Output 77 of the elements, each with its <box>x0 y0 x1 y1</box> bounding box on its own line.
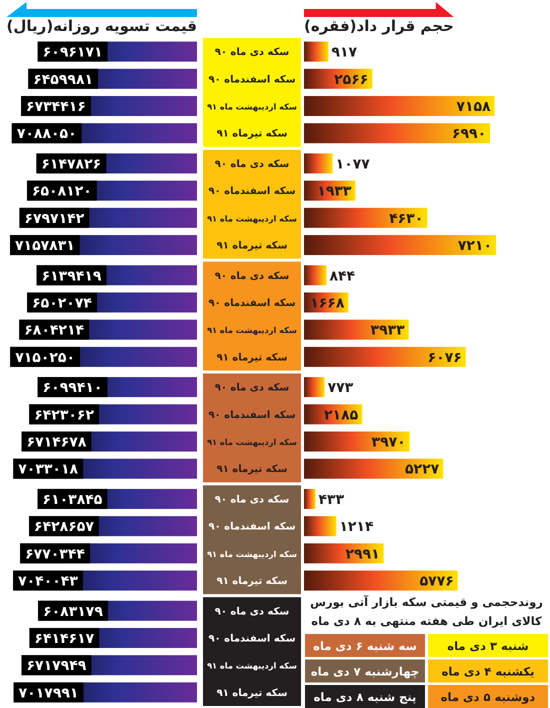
data-label: ۶۴۵۹۹۸۱ <box>33 72 94 88</box>
data-label: ۷۰۴۰۰۴۳ <box>18 574 78 590</box>
data-label: ۶۱۳۹۴۱۹ <box>42 268 102 284</box>
data-label: ۱۲۱۴ <box>339 519 374 536</box>
data-label: ۶۴۲۸۶۵۷ <box>34 519 94 536</box>
y-tick-label: سکه دی ماه ۹۰ <box>214 270 290 282</box>
y-tick-label: سکه تیرماه ۹۱ <box>216 576 288 588</box>
data-label: ۷۱۵۸ <box>456 99 492 116</box>
data-label: ۲۵۶۶ <box>334 72 368 88</box>
y-tick-label: سکه اسفندماه ۹۰ <box>208 298 296 309</box>
data-label: ۶۵۰۲۰۷۴ <box>32 295 92 312</box>
data-label: ۶۷۹۷۱۴۲ <box>24 210 85 227</box>
y-tick-label: سکه اسفندماه ۹۰ <box>208 522 296 533</box>
data-label: ۶۰۹۹۴۱۰ <box>42 380 102 396</box>
data-label: ۷۰۱۷۹۹۱ <box>18 685 78 702</box>
data-label: ۶۰۸۳۱۷۹ <box>43 604 104 620</box>
data-label: ۱۹۳۳ <box>317 184 352 200</box>
data-label: ۶۰۷۶ <box>428 350 462 366</box>
data-label: ۱۰۷۷ <box>336 156 370 172</box>
data-label: ۶۱۴۷۸۲۶ <box>41 156 102 172</box>
data-label: ۶۷۱۴۶۷۸ <box>26 434 87 451</box>
data-label: ۶۴۱۴۶۱۷ <box>34 630 95 647</box>
y-tick-label: سکه تیرماه ۹۱ <box>216 352 288 364</box>
chart-title: قیمت تسویه روزانه(ریال) <box>6 17 197 35</box>
data-label: ۱۶۶۸ <box>310 295 345 312</box>
y-tick-label: سکه تیرماه ۹۱ <box>216 688 288 699</box>
y-tick-label: سکه تیرماه ۹۱ <box>216 128 288 140</box>
y-tick-label: سکه اردیبهشت ماه ۹۱ <box>207 548 297 559</box>
y-tick-label: سکه تیرماه ۹۱ <box>216 464 288 476</box>
category-label: چهارشنبه ۷ دی ماه <box>310 664 420 678</box>
y-tick-label: سکه اردیبهشت ماه ۹۱ <box>207 325 297 336</box>
category-label: یکشنبه ۴ دی ماه <box>442 664 534 678</box>
data-label: ۶۸۰۴۲۱۴ <box>24 322 85 339</box>
category-label: سه شنبه ۶ دی ماه <box>313 639 417 653</box>
data-label: ۲۹۹۱ <box>345 546 380 562</box>
data-label: ۵۲۲۷ <box>405 462 440 478</box>
data-label: ۷۱۵۰۲۵۰ <box>15 350 76 366</box>
category-label: شنبه ۳ دی ماه <box>447 639 529 653</box>
y-tick-label: سکه اسفندماه ۹۰ <box>208 633 296 644</box>
data-label: ۶۰۹۶۱۷۱ <box>42 44 103 61</box>
y-tick-label: سکه دی ماه ۹۰ <box>214 158 290 170</box>
data-label: ۷۰۳۳۰۱۸ <box>18 462 79 478</box>
y-tick-label: سکه دی ماه ۹۰ <box>214 47 290 58</box>
data-label: ۸۴۴ <box>329 268 356 284</box>
category-label: دوشنبه ۵ دی ماه <box>440 690 536 704</box>
data-label: ۵۷۷۶ <box>420 574 454 590</box>
y-tick-label: سکه اردیبهشت ماه ۹۱ <box>207 437 297 448</box>
y-tick-label: سکه اردیبهشت ماه ۹۱ <box>207 213 297 224</box>
data-label: ۷۲۱۰ <box>458 238 492 254</box>
y-tick-label: سکه اردیبهشت ماه ۹۱ <box>207 102 297 112</box>
data-label: ۳۹۳۳ <box>370 322 406 339</box>
data-label: ۳۹۷۰ <box>372 434 406 451</box>
data-label: ۹۱۷ <box>331 44 358 61</box>
y-tick-label: سکه دی ماه ۹۰ <box>214 606 290 618</box>
data-label: ۶۴۲۳۰۶۲ <box>34 407 94 424</box>
data-label: ۷۰۸۸۰۵۰ <box>16 126 77 142</box>
text: روندحجمی و قیمتی سکه بازار آتی بورس کالای ایران طی هفته منتهی به ۸ دی ماه <box>310 595 543 628</box>
data-label: ۶۷۱۷۹۴۹ <box>26 658 87 674</box>
data-label: ۲۱۸۵ <box>324 407 359 424</box>
y-tick-label: سکه اسفندماه ۹۰ <box>208 74 296 86</box>
y-tick-label: سکه دی ماه ۹۰ <box>214 494 290 506</box>
data-label: ۴۳۳ <box>318 492 345 508</box>
data-label: ۷۷۳ <box>328 380 354 396</box>
y-tick-label: سکه دی ماه ۹۰ <box>214 382 290 394</box>
data-label: ۷۱۵۷۸۳۱ <box>15 238 75 254</box>
data-label: ۶۱۰۳۸۴۵ <box>42 492 103 508</box>
category-label: پنج شنبه ۸ دی ماه <box>314 690 416 704</box>
data-label: ۶۷۷۰۳۴۴ <box>25 546 86 562</box>
data-label: ۶۵۰۸۱۲۰ <box>32 184 92 200</box>
data-label: ۶۷۳۴۴۱۶ <box>26 99 86 116</box>
y-tick-label: سکه اسفندماه ۹۰ <box>208 186 296 198</box>
chart-title: حجم قرار داد(فقره) <box>304 17 454 35</box>
y-tick-label: سکه تیرماه ۹۱ <box>216 240 288 252</box>
y-tick-label: سکه اردیبهشت ماه ۹۱ <box>207 660 297 671</box>
y-tick-label: سکه اسفندماه ۹۰ <box>208 410 296 421</box>
data-label: ۶۹۹۰ <box>452 126 486 142</box>
data-label: ۴۶۳۰ <box>389 210 424 227</box>
